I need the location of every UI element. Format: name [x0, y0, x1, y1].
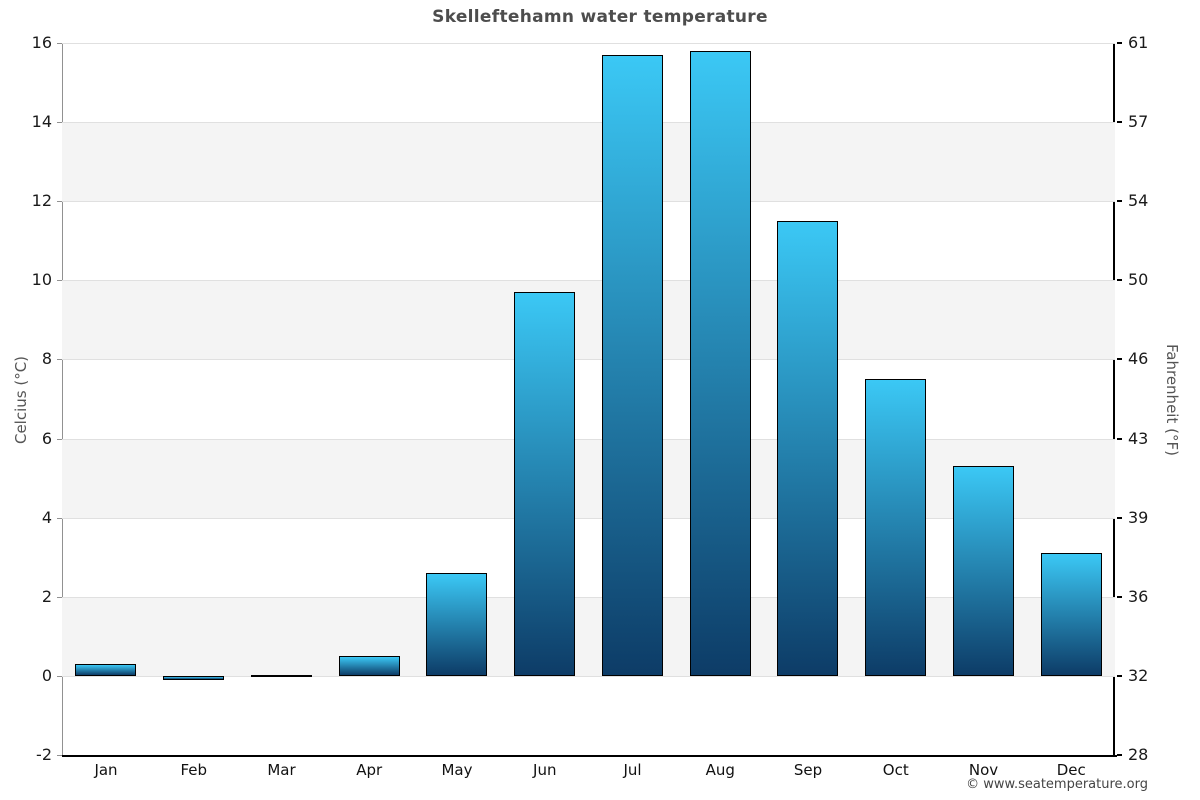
x-tick-label-jul: Jul: [623, 761, 642, 779]
chart-title: Skelleftehamn water temperature: [432, 7, 768, 27]
y-tick-label-celsius: 4: [41, 507, 52, 527]
left-tick-mark: [57, 359, 62, 361]
bar-sep[interactable]: [777, 221, 839, 676]
right-axis-line: [1113, 43, 1115, 755]
left-axis-line: [62, 43, 63, 755]
left-tick-mark: [57, 43, 62, 44]
gridline: [62, 359, 1115, 361]
y-tick-label-fahrenheit: 50: [1128, 270, 1149, 290]
right-tick-mark: [1117, 754, 1122, 756]
y-tick-label-fahrenheit: 28: [1128, 745, 1149, 764]
plot-band: [62, 596, 1115, 676]
gridline: [62, 201, 1115, 203]
y-tick-label-fahrenheit: 61: [1128, 33, 1149, 52]
x-tick-label-mar: Mar: [267, 761, 296, 779]
bar-feb[interactable]: [163, 675, 225, 680]
bottom-axis-line: [62, 754, 1117, 757]
y-tick-label-celsius: 6: [41, 428, 52, 448]
bar-aug[interactable]: [689, 50, 751, 676]
left-tick-mark: [57, 201, 62, 203]
bar-jul[interactable]: [601, 54, 663, 676]
x-tick-label-apr: Apr: [356, 761, 383, 779]
plot-band: [62, 122, 1115, 202]
y-tick-label-celsius: 0: [41, 665, 52, 685]
y-tick-label-celsius: 16: [31, 33, 52, 52]
gridline: [62, 43, 1115, 44]
bar-may[interactable]: [426, 573, 488, 676]
bar-apr[interactable]: [338, 656, 400, 676]
left-tick-mark: [57, 596, 62, 598]
left-tick-mark: [57, 122, 62, 124]
x-tick-label-feb: Feb: [180, 761, 208, 779]
left-tick-mark: [57, 675, 62, 677]
y-tick-label-celsius: -2: [36, 745, 52, 764]
gridline: [62, 596, 1115, 598]
x-tick-label-jan: Jan: [94, 761, 118, 779]
y-tick-label-fahrenheit: 39: [1128, 507, 1149, 527]
x-tick-label-aug: Aug: [705, 761, 735, 779]
x-tick-label-may: May: [441, 761, 473, 779]
bar-dec[interactable]: [1040, 553, 1102, 676]
plot-band: [62, 438, 1115, 518]
left-tick-mark: [57, 280, 62, 282]
right-tick-mark: [1117, 595, 1122, 598]
gridline: [62, 675, 1115, 677]
gridline: [62, 122, 1115, 124]
x-tick-label-nov: Nov: [968, 761, 999, 779]
right-tick-mark: [1117, 200, 1122, 203]
y-tick-label-celsius: 10: [31, 270, 52, 290]
y-tick-label-celsius: 12: [31, 191, 52, 211]
y-tick-label-fahrenheit: 46: [1128, 349, 1149, 369]
right-tick-mark: [1117, 674, 1122, 677]
left-tick-mark: [57, 438, 62, 440]
left-tick-mark: [57, 755, 62, 756]
y-tick-label-fahrenheit: 43: [1128, 428, 1149, 448]
right-tick-mark: [1117, 121, 1122, 124]
y-tick-label-fahrenheit: 54: [1128, 191, 1149, 211]
bar-jan[interactable]: [75, 664, 137, 676]
right-tick-mark: [1117, 437, 1122, 440]
right-tick-mark: [1117, 42, 1122, 44]
y-tick-label-fahrenheit: 36: [1128, 586, 1149, 606]
bar-jun[interactable]: [514, 292, 576, 676]
bar-oct[interactable]: [865, 379, 927, 676]
y-tick-label-celsius: 8: [41, 349, 52, 369]
gridline: [62, 438, 1115, 440]
gridline: [62, 280, 1115, 282]
x-tick-label-oct: Oct: [882, 761, 909, 779]
bar-nov[interactable]: [952, 466, 1014, 676]
y-tick-label-fahrenheit: 57: [1128, 112, 1149, 132]
right-tick-mark: [1117, 279, 1122, 282]
x-tick-label-dec: Dec: [1056, 761, 1086, 779]
plot-area: [57, 42, 1122, 757]
gridline: [62, 517, 1115, 519]
right-tick-mark: [1117, 358, 1122, 361]
bar-mar[interactable]: [250, 674, 312, 677]
y-tick-label-celsius: 2: [41, 586, 52, 606]
plot-band: [62, 280, 1115, 360]
y-tick-label-celsius: 14: [31, 112, 52, 132]
y-tick-label-fahrenheit: 32: [1128, 665, 1149, 685]
copyright-attribution: © www.seatemperature.org: [966, 777, 1148, 792]
right-tick-mark: [1117, 516, 1122, 519]
left-tick-mark: [57, 517, 62, 519]
x-tick-label-sep: Sep: [793, 761, 823, 779]
x-tick-label-jun: Jun: [533, 761, 557, 779]
